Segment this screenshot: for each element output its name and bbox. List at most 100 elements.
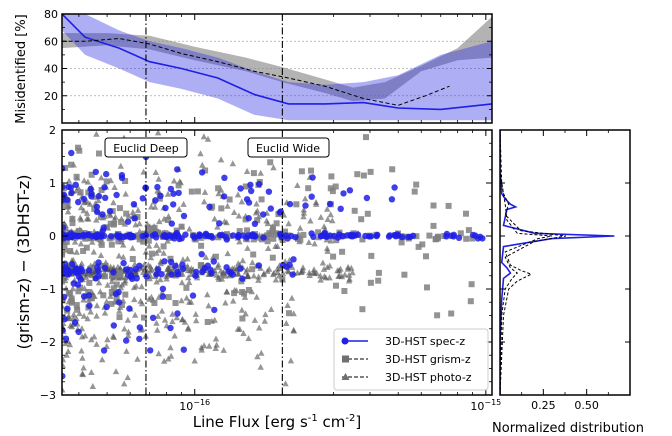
spec-z-point [178, 235, 185, 242]
photo-z-point [264, 220, 271, 227]
photo-z-point [154, 130, 162, 136]
photo-z-point [234, 191, 242, 198]
photo-z-point [70, 311, 77, 318]
spec-z-point [139, 233, 146, 240]
spec-z-point [62, 335, 70, 342]
photo-z-point [272, 276, 280, 283]
photo-z-point [145, 261, 152, 268]
photo-z-point [241, 293, 249, 300]
photo-z-point [290, 310, 297, 317]
photo-z-point [153, 278, 160, 285]
spec-z-point [206, 203, 213, 210]
spec-z-point [62, 260, 69, 267]
top-ticks: 20 40 60 80 [44, 8, 492, 123]
photo-z-point [165, 265, 172, 272]
spec-z-point [127, 266, 134, 274]
grism-z-point [140, 238, 147, 245]
photo-z-point [148, 293, 155, 300]
grism-z-point [69, 220, 76, 227]
spec-z-point [120, 233, 127, 241]
grism-z-point [100, 292, 107, 299]
grism-z-point [424, 284, 430, 291]
legend-label-photo-z: 3D-HST photo-z [385, 371, 472, 384]
photo-z-point [69, 285, 76, 292]
grism-z-point [341, 288, 348, 294]
grism-z-point [300, 231, 307, 238]
grism-z-point [108, 272, 115, 279]
spec-z-point [154, 266, 162, 273]
photo-z-point [142, 248, 150, 255]
spec-z-point [245, 199, 253, 206]
photo-z-point [193, 317, 200, 324]
photo-z-point [141, 260, 148, 267]
photo-z-point [83, 215, 91, 222]
spec-z-point [65, 183, 72, 191]
photo-z-point [169, 310, 176, 317]
photo-z-point [191, 357, 198, 364]
grism-z-point [258, 196, 265, 203]
photo-z-point [294, 182, 301, 188]
grism-z-point [108, 241, 115, 248]
grism-z-point [98, 187, 105, 193]
grism-z-point [62, 297, 66, 304]
photo-z-point [104, 281, 111, 288]
spec-z-point [170, 190, 177, 197]
spec-z-point [127, 273, 135, 280]
photo-z-point [334, 267, 341, 274]
spec-z-point [70, 280, 77, 287]
photo-z-point [154, 312, 162, 319]
spec-z-point [136, 324, 143, 331]
photo-z-point [230, 297, 237, 304]
spec-z-point [64, 305, 71, 312]
spec-z-point [391, 184, 398, 191]
spec-z-point [386, 232, 394, 239]
photo-z-point [179, 316, 186, 323]
photo-z-point [90, 248, 97, 255]
photo-z-point [235, 212, 243, 219]
spec-z-point [99, 211, 106, 218]
photo-z-point [145, 242, 153, 249]
spec-z-point [161, 258, 168, 265]
misidentification-panel: 20 40 60 80 Misidentified [%] [14, 8, 493, 124]
grism-z-point [254, 217, 261, 224]
photo-z-point [95, 279, 103, 286]
legend-label-spec-z: 3D-HST spec-z [385, 335, 465, 348]
photo-z-point [167, 262, 174, 269]
photo-z-point [201, 198, 208, 205]
photo-z-point [122, 190, 129, 197]
grism-z-line [62, 37, 450, 106]
spec-z-point [286, 261, 293, 269]
photo-z-point [319, 259, 327, 266]
photo-z-point [81, 332, 89, 339]
spec-z-point [86, 302, 93, 309]
photo-z-point [229, 160, 236, 167]
grism-z-point [62, 242, 68, 249]
photo-z-point [88, 369, 95, 375]
grism-z-point [389, 166, 396, 173]
legend-entry-spec-z: 3D-HST spec-z [341, 335, 465, 348]
grism-z-point [141, 314, 147, 321]
spec-z-point [479, 235, 486, 242]
grism-z-point [148, 229, 155, 236]
spec-z-point [167, 324, 174, 332]
grism-z-point [279, 276, 286, 283]
photo-z-point [187, 298, 195, 305]
legend-triangle-marker [341, 373, 350, 380]
hist-ticks: 0.25 0.50 [500, 129, 630, 412]
photo-z-point [124, 374, 131, 381]
main-ytick-label: −1 [40, 283, 56, 296]
spec-z-point [123, 337, 130, 344]
grism-z-point [430, 222, 437, 229]
photo-z-point [63, 351, 70, 358]
grism-z-point [145, 237, 152, 244]
photo-z-point [156, 218, 163, 225]
photo-z-point [93, 312, 100, 319]
spec-z-point [107, 233, 115, 240]
spec-z-point [118, 174, 126, 182]
photo-z-point [161, 316, 169, 323]
spec-z-point [363, 194, 371, 202]
spec-z-point [101, 184, 108, 191]
grism-z-point [351, 207, 358, 214]
photo-z-point [78, 216, 85, 223]
spec-z-point [100, 224, 107, 231]
